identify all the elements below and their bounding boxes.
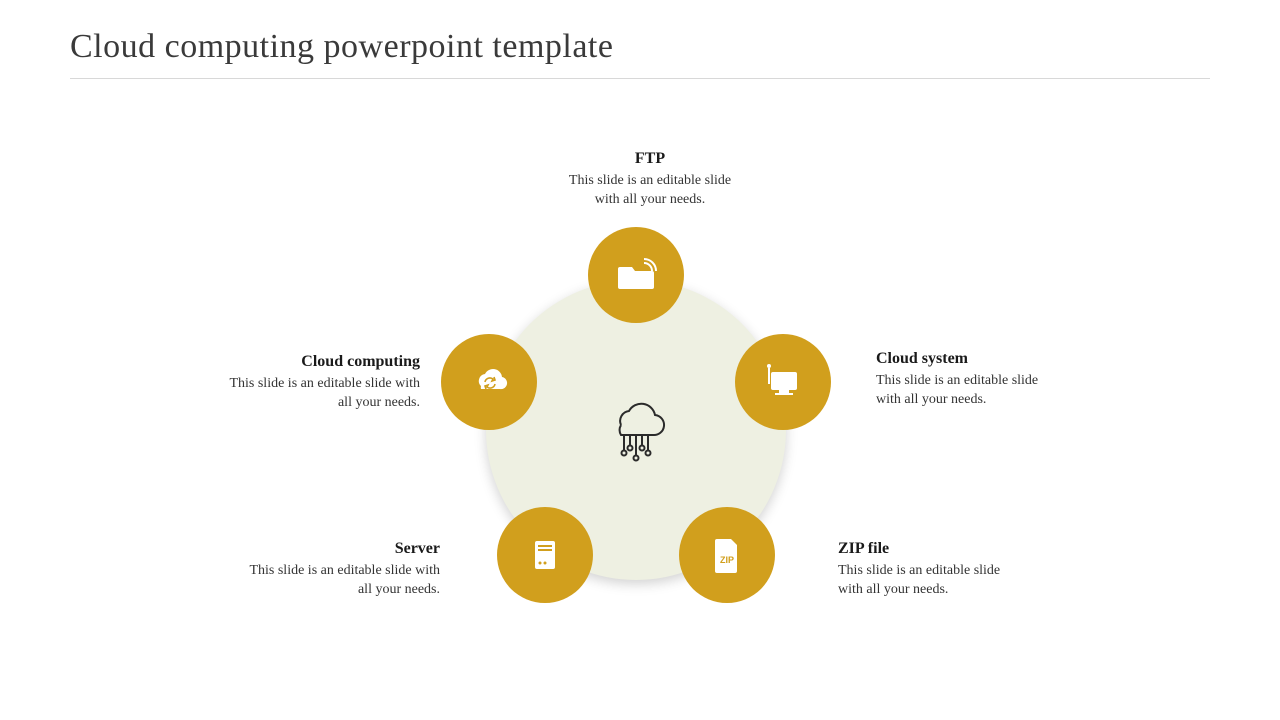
label-desc: This slide is an editable slide withall …	[160, 375, 420, 413]
label-heading: Cloud system	[876, 350, 1116, 368]
title-area: Cloud computing powerpoint template	[70, 28, 1210, 79]
label-zip: ZIP file This slide is an editable slidew…	[838, 540, 1078, 600]
server-icon	[523, 533, 567, 577]
label-desc: This slide is an editable slidewith all …	[838, 562, 1078, 600]
cloudsync-icon	[467, 360, 511, 404]
label-heading: Server	[200, 540, 440, 558]
label-desc: This slide is an editable slidewith all …	[876, 372, 1116, 410]
node-cloud	[441, 334, 537, 430]
node-system	[735, 334, 831, 430]
cloud-network-icon	[596, 395, 676, 465]
label-desc: This slide is an editable slidewith all …	[540, 172, 760, 210]
node-zip: ZIP	[679, 507, 775, 603]
label-ftp: FTP This slide is an editable slidewith a…	[540, 150, 760, 210]
zip-icon: ZIP	[705, 533, 749, 577]
label-desc: This slide is an editable slide withall …	[200, 562, 440, 600]
monitor-icon	[761, 360, 805, 404]
label-server: Server This slide is an editable slide wi…	[200, 540, 440, 600]
node-server	[497, 507, 593, 603]
folder-icon	[614, 253, 658, 297]
slide-title: Cloud computing powerpoint template	[70, 28, 1210, 66]
label-system: Cloud system This slide is an editable sl…	[876, 350, 1116, 410]
label-heading: Cloud computing	[160, 353, 420, 371]
svg-text:ZIP: ZIP	[720, 555, 734, 565]
title-rule	[70, 78, 1210, 79]
node-ftp	[588, 227, 684, 323]
label-heading: FTP	[540, 150, 760, 168]
slide-canvas: Cloud computing powerpoint template ZIP …	[0, 0, 1280, 720]
label-heading: ZIP file	[838, 540, 1078, 558]
label-cloud: Cloud computing This slide is an editable…	[160, 353, 420, 413]
